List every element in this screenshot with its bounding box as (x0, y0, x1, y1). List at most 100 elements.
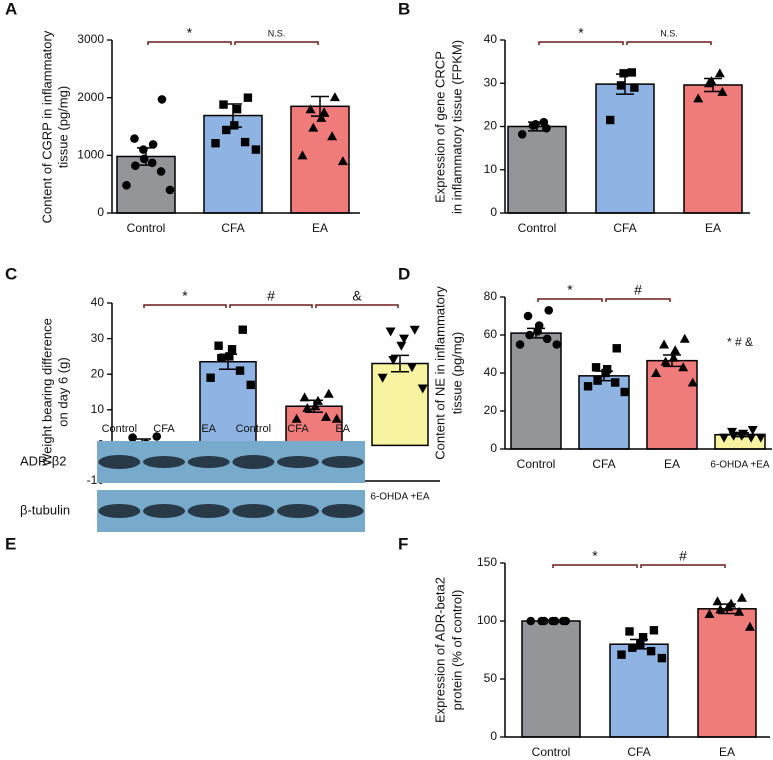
data-point (232, 105, 242, 114)
data-point (217, 353, 226, 363)
data-point (523, 311, 533, 321)
data-point (687, 377, 698, 387)
data-point (399, 334, 410, 344)
bar (521, 620, 581, 738)
data-point (139, 154, 149, 164)
blot-band (277, 456, 319, 468)
data-point (157, 95, 167, 104)
x-tick-label: CFA (221, 221, 244, 235)
row-label: β-tubulin (20, 502, 70, 517)
data-point (329, 92, 340, 102)
data-point (321, 411, 332, 421)
lane-label: Control (102, 423, 137, 435)
data-point (211, 139, 220, 148)
data-point (659, 339, 670, 349)
data-point (537, 616, 546, 626)
data-point (230, 121, 239, 130)
data-point (246, 380, 255, 390)
y-tick-label: 3000 (77, 32, 104, 46)
significance-bracket (538, 41, 624, 45)
data-point (243, 93, 253, 102)
panel-label: D (398, 264, 410, 283)
data-point (130, 134, 139, 143)
y-tick-label: 0 (490, 729, 497, 743)
y-tick-label: 1000 (77, 148, 104, 162)
data-point (542, 123, 551, 133)
data-point (316, 112, 327, 122)
data-point (291, 413, 302, 423)
significance-label: # (679, 548, 687, 564)
data-point (409, 325, 420, 335)
data-point (388, 355, 399, 365)
data-point (583, 382, 593, 391)
data-point (235, 366, 245, 375)
data-point (122, 181, 131, 190)
data-point (712, 596, 723, 606)
annotation: * # & (727, 335, 753, 349)
significance-label: # (267, 288, 275, 304)
data-point (528, 121, 538, 130)
significance-label: N.S. (268, 28, 286, 38)
x-tick-label: 6-OHDA +EA (370, 492, 430, 503)
data-point (649, 626, 659, 635)
data-point (156, 167, 166, 176)
data-point (544, 306, 554, 315)
blot-membrane (97, 441, 365, 483)
data-point (612, 344, 621, 353)
data-point (728, 431, 739, 441)
data-point (593, 376, 602, 385)
data-point (747, 426, 758, 435)
bar (203, 114, 263, 214)
significance-bracket (605, 298, 671, 302)
significance-label: * (187, 25, 193, 41)
data-point (660, 356, 671, 366)
lane-label: Control (236, 423, 271, 435)
lane-label: CFA (153, 423, 175, 435)
data-point (305, 104, 316, 114)
data-point (227, 345, 237, 354)
data-point (297, 150, 308, 160)
panel-label: B (398, 0, 410, 18)
significance-label: # (634, 282, 642, 298)
data-point (736, 592, 747, 602)
y-tick-label: 40 (91, 295, 105, 309)
blot-band (232, 455, 275, 469)
data-point (222, 125, 231, 135)
blot-band (187, 456, 230, 468)
y-tick-label: 0 (490, 441, 497, 455)
data-point (628, 643, 637, 652)
data-point (606, 115, 615, 125)
blot-band (232, 504, 275, 518)
data-point (323, 388, 334, 398)
data-point (679, 333, 690, 343)
data-point (617, 650, 626, 659)
x-tick-label: EA (312, 221, 328, 235)
significance-bracket (229, 304, 313, 308)
y-tick-label: 80 (484, 289, 498, 303)
y-tick-label: 100 (477, 613, 497, 627)
significance-bracket (626, 41, 712, 45)
y-tick-label: 0 (97, 205, 104, 219)
data-point (310, 401, 321, 411)
y-axis-label: on day 6 (g) (55, 357, 70, 426)
y-tick-label: 2000 (77, 90, 104, 104)
data-point (755, 433, 766, 443)
y-tick-label: 20 (484, 119, 498, 133)
data-point (331, 413, 342, 423)
data-point (630, 83, 639, 92)
bar (609, 643, 669, 738)
data-point (417, 384, 428, 394)
data-point (693, 93, 704, 103)
data-point (736, 431, 747, 441)
lane-label: CFA (287, 423, 309, 435)
bar (595, 83, 655, 214)
data-point (251, 145, 261, 154)
data-point (723, 602, 734, 612)
y-tick-label: 10 (484, 162, 498, 176)
data-point (165, 185, 175, 195)
data-point (717, 86, 728, 96)
y-tick-label: 150 (477, 555, 497, 569)
x-tick-label: CFA (613, 221, 636, 235)
x-tick-label: Control (517, 457, 556, 471)
